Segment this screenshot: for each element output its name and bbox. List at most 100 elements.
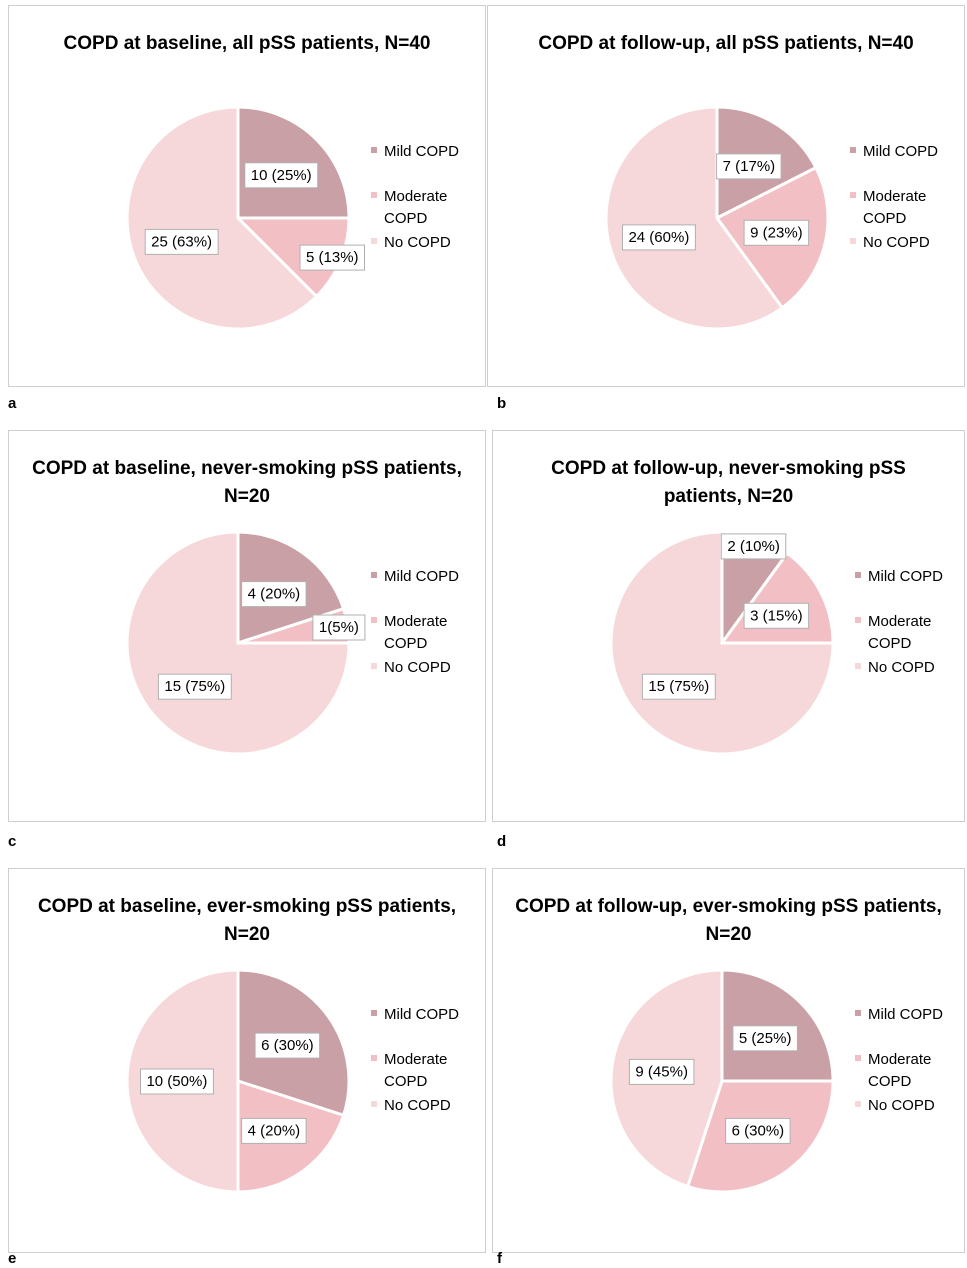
legend-swatch [855,572,861,578]
legend-swatch [371,572,377,578]
data-label: 6 (30%) [254,1032,321,1059]
legend-entry: Moderate COPD [868,613,931,652]
svg-text:24 (60%): 24 (60%) [628,229,689,246]
legend-entry: No COPD [863,234,930,251]
svg-text:1(5%): 1(5%) [319,619,359,636]
svg-text:6 (30%): 6 (30%) [261,1037,314,1054]
legend-entry: Moderate COPD [384,613,447,652]
svg-text:25 (63%): 25 (63%) [151,233,212,250]
chart-legend: Mild COPD Moderate COPD No COPD [371,1006,459,1114]
chart-panel-c: COPD at baseline, never-smoking pSS pati… [8,430,486,822]
svg-text:3 (15%): 3 (15%) [750,607,803,624]
legend-swatch [855,1055,861,1061]
legend-swatch [855,663,861,669]
svg-text:2 (10%): 2 (10%) [727,538,780,555]
svg-text:10 (50%): 10 (50%) [146,1073,207,1090]
panel-letter: f [497,1250,502,1267]
data-label: 4 (20%) [241,581,307,608]
legend-swatch [371,147,377,153]
data-label: 25 (63%) [144,228,219,255]
data-label: 9 (23%) [743,219,810,246]
pie-chart: 6 (30%) 4 (20%) 10 (50%) Mild COPD Moderate C… [125,968,459,1194]
svg-text:4 (20%): 4 (20%) [248,586,301,603]
legend-swatch [855,1101,861,1107]
data-label: 1(5%) [312,614,366,641]
legend-swatch [371,1010,377,1016]
legend-entry: Moderate COPD [868,1051,931,1090]
data-label: 6 (30%) [725,1117,791,1144]
chart-legend: Mild COPD Moderate COPD No COPD [850,143,938,251]
legend-swatch [850,192,856,198]
legend-swatch [371,238,377,244]
svg-text:15 (75%): 15 (75%) [164,678,225,695]
svg-text:9 (45%): 9 (45%) [635,1063,688,1080]
pie-chart: 10 (25%) 5 (13%) 25 (63%) Mild COPD Moderate… [125,105,459,331]
panel-letter: a [8,395,17,412]
data-label: 5 (25%) [732,1025,798,1052]
svg-text:7 (17%): 7 (17%) [723,158,776,175]
data-label: 2 (10%) [720,533,787,560]
data-label: 24 (60%) [622,224,696,251]
legend-entry: Mild COPD [384,568,459,585]
data-label: 3 (15%) [743,602,810,629]
chart-title: COPD at follow-up, ever-smoking pSS pati… [515,896,942,945]
legend-entry: Moderate COPD [384,1051,447,1090]
legend-entry: No COPD [384,1097,451,1114]
svg-text:15 (75%): 15 (75%) [648,678,709,695]
legend-entry: No COPD [868,659,935,676]
chart-panel-e: COPD at baseline, ever-smoking pSS patie… [8,868,486,1253]
chart-title: COPD at follow-up, all pSS patients, N=4… [538,33,914,54]
svg-text:9 (23%): 9 (23%) [750,224,803,241]
pie-chart: 4 (20%) 1(5%) 15 (75%) Mild COPD Moderate COP… [125,530,459,756]
chart-panel-a: COPD at baseline, all pSS patients, N=40… [8,5,486,387]
legend-entry: Mild COPD [868,1006,943,1023]
legend-swatch [855,617,861,623]
pie-chart: 2 (10%) 3 (15%) 15 (75%) Mild COPD Moderate C… [609,530,943,756]
data-label: 4 (20%) [241,1117,307,1144]
legend-swatch [371,1101,377,1107]
chart-legend: Mild COPD Moderate COPD No COPD [371,568,459,676]
legend-swatch [371,192,377,198]
legend-swatch [855,1010,861,1016]
data-label: 10 (25%) [244,162,319,189]
pie-chart: 5 (25%) 6 (30%) 9 (45%) Mild COPD Moderate CO… [609,968,943,1194]
svg-text:5 (25%): 5 (25%) [739,1030,792,1047]
panel-letter: b [497,395,507,412]
legend-entry: No COPD [868,1097,935,1114]
legend-entry: Moderate COPD [384,188,447,227]
legend-entry: Mild COPD [868,568,943,585]
panel-letter: d [497,833,507,850]
legend-entry: Mild COPD [384,143,459,160]
data-label: 5 (13%) [299,244,365,271]
legend-swatch [371,663,377,669]
legend-swatch [371,617,377,623]
pie-slice-none [125,105,319,331]
legend-entry: Mild COPD [384,1006,459,1023]
chart-legend: Mild COPD Moderate COPD No COPD [855,568,943,676]
chart-title: COPD at baseline, all pSS patients, N=40 [63,33,431,54]
panel-letter: e [8,1250,17,1267]
legend-entry: Moderate COPD [863,188,926,227]
panel-letter: c [8,833,17,850]
chart-panel-b: COPD at follow-up, all pSS patients, N=4… [487,5,965,387]
chart-panel-f: COPD at follow-up, ever-smoking pSS pati… [492,868,965,1253]
data-label: 10 (50%) [140,1068,214,1095]
svg-text:4 (20%): 4 (20%) [248,1122,301,1139]
pie-slice-none [604,105,785,331]
pie-chart: 7 (17%) 9 (23%) 24 (60%) Mild COPD Moderate C… [604,105,938,331]
legend-entry: No COPD [384,234,451,251]
chart-panel-d: COPD at follow-up, never-smoking pSS pat… [492,430,965,822]
data-label: 15 (75%) [641,673,716,700]
chart-title: COPD at baseline, ever-smoking pSS patie… [37,896,457,945]
svg-text:6 (30%): 6 (30%) [732,1122,785,1139]
chart-legend: Mild COPD Moderate COPD No COPD [371,143,459,251]
data-label: 7 (17%) [716,153,782,180]
data-label: 15 (75%) [157,673,232,700]
data-label: 9 (45%) [628,1058,695,1085]
svg-text:5 (13%): 5 (13%) [306,249,359,266]
legend-swatch [371,1055,377,1061]
legend-swatch [850,147,856,153]
legend-swatch [850,238,856,244]
chart-title: COPD at follow-up, never-smoking pSS pat… [551,458,906,507]
legend-entry: Mild COPD [863,143,938,160]
